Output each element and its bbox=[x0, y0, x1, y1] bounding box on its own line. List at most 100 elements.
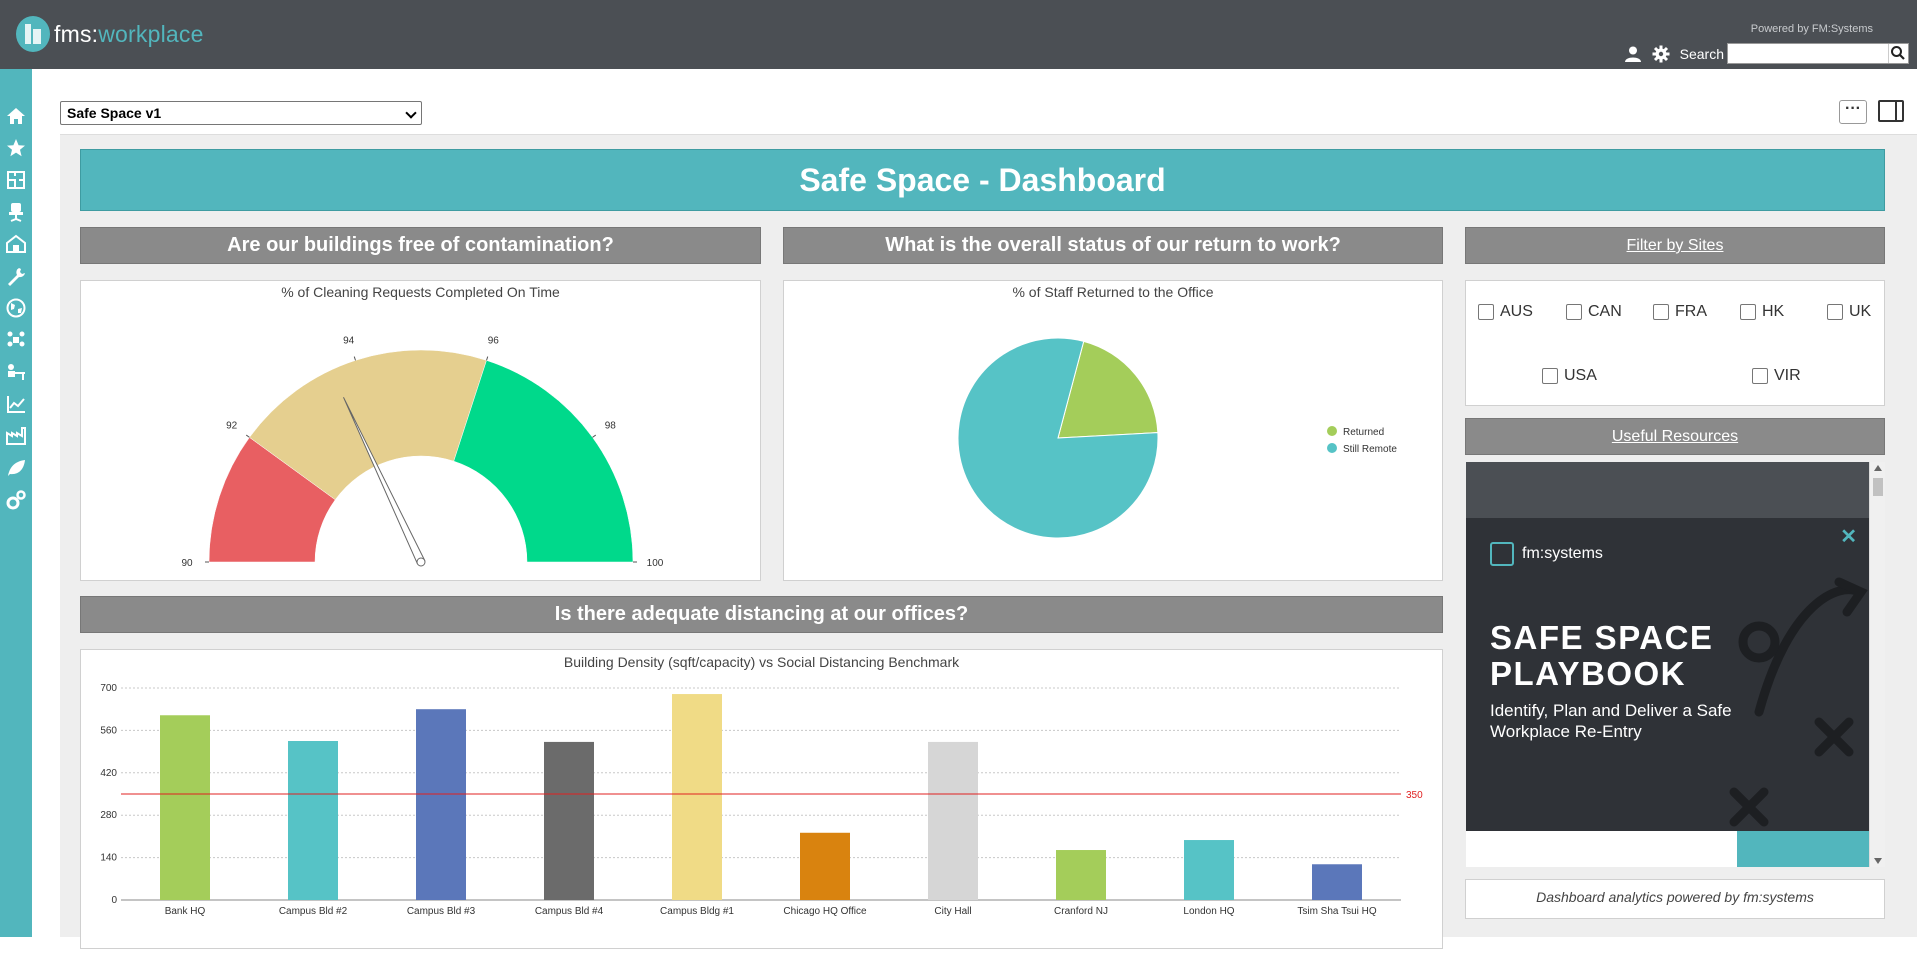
user-icon[interactable] bbox=[1624, 45, 1642, 63]
powered-by-text: Powered by FM:Systems bbox=[1750, 23, 1873, 35]
site-checkbox-usa[interactable]: USA bbox=[1542, 367, 1597, 385]
bar bbox=[672, 694, 722, 900]
wrench-icon[interactable] bbox=[5, 265, 27, 287]
legend-swatch bbox=[1327, 443, 1337, 453]
site-label: FRA bbox=[1675, 303, 1707, 320]
star-icon[interactable] bbox=[5, 137, 27, 159]
fm-systems-logo-icon bbox=[1490, 542, 1514, 566]
y-tick-label: 560 bbox=[100, 725, 117, 736]
playbook-ad[interactable]: fm:systems ✕ SAFE SPACE PLAYBOOK Identif… bbox=[1466, 462, 1869, 867]
gauge-tick-label: 90 bbox=[181, 558, 193, 569]
chair-icon[interactable] bbox=[5, 201, 27, 223]
scroll-up-icon[interactable] bbox=[1874, 465, 1882, 471]
building-icon[interactable] bbox=[5, 233, 27, 255]
filter-by-sites-link[interactable]: Filter by Sites bbox=[1465, 227, 1885, 264]
settings-gear-icon[interactable] bbox=[1652, 45, 1670, 63]
gauge-tick-mark bbox=[592, 434, 597, 438]
gauge-title: % of Cleaning Requests Completed On Time bbox=[281, 284, 560, 300]
y-tick-label: 700 bbox=[100, 683, 117, 694]
legend-swatch bbox=[1327, 426, 1337, 436]
sidebar-nav bbox=[0, 69, 32, 937]
gauge-tick-label: 98 bbox=[605, 420, 617, 431]
top-tools: Search bbox=[1624, 43, 1909, 64]
checkbox[interactable] bbox=[1752, 368, 1768, 384]
site-checkbox-vir[interactable]: VIR bbox=[1752, 367, 1801, 385]
ad-scrollbar[interactable] bbox=[1869, 462, 1885, 867]
y-tick-label: 0 bbox=[111, 895, 117, 906]
bar bbox=[1312, 864, 1362, 900]
bar bbox=[928, 741, 978, 900]
gauge-tick-mark bbox=[245, 434, 250, 438]
site-label: VIR bbox=[1774, 367, 1801, 384]
search-input[interactable] bbox=[1727, 43, 1909, 64]
ad-top-strip bbox=[1466, 462, 1869, 518]
factory-icon[interactable] bbox=[5, 425, 27, 447]
x-tick-label: Chicago HQ Office bbox=[783, 906, 867, 917]
bar bbox=[160, 715, 210, 900]
gauge-tick-label: 94 bbox=[343, 335, 355, 346]
pie-chart: Returned Still Remote bbox=[957, 337, 1397, 539]
scroll-down-icon[interactable] bbox=[1874, 858, 1882, 864]
section-contamination-header: Are our buildings free of contamination? bbox=[80, 227, 761, 264]
pie-title: % of Staff Returned to the Office bbox=[1012, 284, 1214, 300]
site-checkbox-uk[interactable]: UK bbox=[1827, 303, 1871, 321]
x-tick-label: Bank HQ bbox=[165, 906, 206, 917]
pie-card: % of Staff Returned to the Office Return… bbox=[783, 280, 1443, 581]
ad-cta-button[interactable] bbox=[1737, 831, 1869, 867]
gauge-tick-mark bbox=[353, 356, 356, 361]
site-checkbox-hk[interactable]: HK bbox=[1740, 303, 1784, 321]
site-checkbox-aus[interactable]: AUS bbox=[1478, 303, 1533, 321]
gauge-band-1 bbox=[249, 349, 487, 501]
legend-label: Returned bbox=[1343, 427, 1384, 438]
y-tick-label: 420 bbox=[100, 768, 117, 779]
desk-icon[interactable] bbox=[5, 361, 27, 383]
top-bar: fms:workplace Powered by FM:Systems Sear… bbox=[0, 0, 1917, 69]
dashboard-select[interactable]: Safe Space v1 bbox=[60, 101, 422, 125]
useful-resources-link[interactable]: Useful Resources bbox=[1465, 418, 1885, 455]
pie-slice-1 bbox=[957, 337, 1159, 539]
checkbox[interactable] bbox=[1566, 304, 1582, 320]
more-options-button[interactable]: ··· bbox=[1839, 100, 1867, 124]
checkbox[interactable] bbox=[1653, 304, 1669, 320]
people-icon[interactable] bbox=[5, 329, 27, 351]
checkbox[interactable] bbox=[1478, 304, 1494, 320]
analytics-icon[interactable] bbox=[5, 393, 27, 415]
x-tick-label: Cranford NJ bbox=[1054, 906, 1108, 917]
site-label: AUS bbox=[1500, 303, 1533, 320]
checkbox[interactable] bbox=[1740, 304, 1756, 320]
dashboard-title: Safe Space - Dashboard bbox=[80, 149, 1885, 211]
scroll-thumb[interactable] bbox=[1873, 478, 1883, 496]
search-label: Search bbox=[1679, 45, 1724, 62]
x-tick-label: Campus Bld #2 bbox=[279, 906, 348, 917]
ad-title: SAFE SPACE PLAYBOOK bbox=[1490, 619, 1714, 692]
x-tick-label: Tsim Sha Tsui HQ bbox=[1297, 906, 1377, 917]
bar bbox=[800, 832, 850, 900]
toggle-panel-icon[interactable] bbox=[1878, 100, 1904, 122]
logo-icon bbox=[16, 16, 50, 52]
globe-icon[interactable] bbox=[5, 297, 27, 319]
gauge-chart: 90 92 94 96 98 100 bbox=[181, 335, 664, 569]
gauge-tick-label: 96 bbox=[488, 335, 500, 346]
site-checkbox-fra[interactable]: FRA bbox=[1653, 303, 1707, 321]
pie-slice-0 bbox=[1057, 340, 1159, 439]
leaf-icon[interactable] bbox=[5, 457, 27, 479]
x-tick-label: Campus Bld #4 bbox=[535, 906, 604, 917]
section-return-to-work-header: What is the overall status of our return… bbox=[783, 227, 1443, 264]
gauge-tick-label: 100 bbox=[647, 558, 664, 569]
dashboard-select-value: Safe Space v1 bbox=[67, 105, 162, 121]
gears-icon[interactable] bbox=[5, 489, 27, 511]
ad-subtitle: Identify, Plan and Deliver a Safe Workpl… bbox=[1490, 701, 1732, 741]
bar-chart-card: Building Density (sqft/capacity) vs Soci… bbox=[80, 649, 1443, 949]
site-checkbox-can[interactable]: CAN bbox=[1566, 303, 1622, 321]
checkbox[interactable] bbox=[1827, 304, 1843, 320]
home-icon[interactable] bbox=[5, 105, 27, 127]
checkbox[interactable] bbox=[1542, 368, 1558, 384]
chevron-down-icon bbox=[405, 107, 417, 119]
search-button[interactable] bbox=[1888, 44, 1908, 63]
app-logo[interactable]: fms:workplace bbox=[16, 16, 204, 52]
close-icon[interactable]: ✕ bbox=[1840, 526, 1857, 548]
gauge-tick-mark bbox=[486, 356, 489, 361]
gauge-band-2 bbox=[453, 360, 634, 563]
x-tick-label: Campus Bld #3 bbox=[407, 906, 476, 917]
floorplan-icon[interactable] bbox=[5, 169, 27, 191]
